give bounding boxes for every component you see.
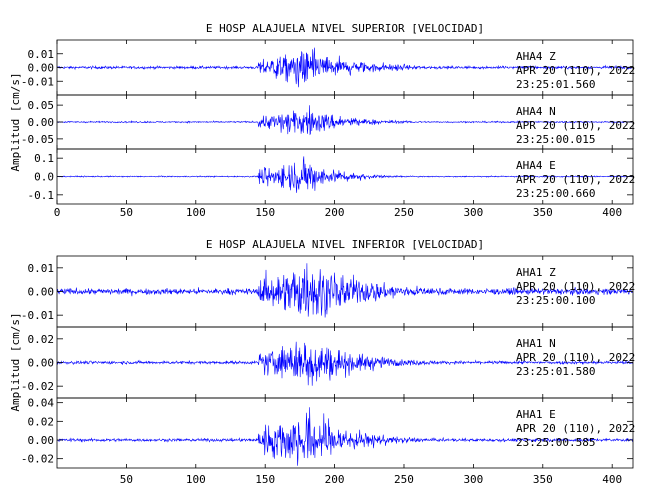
y-tick-label: -0.02	[21, 380, 54, 393]
waveform-trace	[57, 105, 633, 136]
waveform-trace	[57, 341, 633, 386]
x-tick-label: 100	[186, 473, 206, 486]
record-time: 23:25:00.100	[516, 294, 595, 307]
y-axis-label: Amplitud [cm/s]	[9, 72, 22, 171]
chart-group-1: E HOSP ALAJUELA NIVEL SUPERIOR [VELOCIDA…	[9, 22, 635, 219]
record-date: APR 20 (110), 2022	[516, 280, 635, 293]
record-time: 23:25:00.585	[516, 436, 595, 449]
y-tick-label: 0.01	[28, 262, 55, 275]
y-tick-label: 0.1	[34, 152, 54, 165]
x-tick-label: 150	[255, 206, 275, 219]
y-tick-label: 0.00	[28, 116, 55, 129]
x-tick-label: 400	[602, 206, 622, 219]
y-tick-label: -0.05	[21, 133, 54, 146]
panel-frame	[56, 397, 634, 469]
record-date: APR 20 (110), 2022	[516, 351, 635, 364]
record-time: 23:25:01.580	[516, 365, 595, 378]
station-component-label: AHA1 N	[516, 337, 556, 350]
y-tick-label: -0.01	[21, 75, 54, 88]
record-time: 23:25:01.560	[516, 78, 595, 91]
station-component-label: AHA4 E	[516, 159, 556, 172]
x-tick-label: 50	[120, 473, 133, 486]
x-tick-label: 300	[463, 206, 483, 219]
record-date: APR 20 (110), 2022	[516, 422, 635, 435]
chart-title: E HOSP ALAJUELA NIVEL SUPERIOR [VELOCIDA…	[206, 22, 484, 35]
record-time: 23:25:00.015	[516, 133, 595, 146]
y-tick-label: 0.02	[28, 415, 55, 428]
x-tick-label: 0	[54, 206, 61, 219]
waveform-trace	[57, 263, 633, 318]
x-tick-label: 200	[325, 473, 345, 486]
x-tick-label: 100	[186, 206, 206, 219]
x-tick-label: 400	[602, 473, 622, 486]
y-tick-label: 0.02	[28, 333, 55, 346]
station-component-label: AHA4 Z	[516, 50, 556, 63]
x-tick-label: 350	[533, 473, 553, 486]
x-tick-label: 350	[533, 206, 553, 219]
x-tick-label: 300	[463, 473, 483, 486]
waveform-trace	[57, 156, 633, 193]
y-tick-label: 0.00	[28, 62, 55, 75]
record-date: APR 20 (110), 2022	[516, 119, 635, 132]
x-tick-label: 200	[325, 206, 345, 219]
x-tick-label: 50	[120, 206, 133, 219]
x-tick-label: 150	[255, 473, 275, 486]
record-time: 23:25:00.660	[516, 187, 595, 200]
y-tick-label: 0.05	[28, 99, 55, 112]
y-tick-label: 0.0	[34, 171, 54, 184]
waveform-trace	[57, 47, 633, 88]
y-tick-label: -0.01	[21, 309, 54, 322]
y-tick-label: 0.04	[28, 397, 55, 410]
y-tick-label: 0.00	[28, 434, 55, 447]
station-component-label: AHA1 Z	[516, 266, 556, 279]
y-tick-label: 0.01	[28, 48, 55, 61]
y-tick-label: 0.00	[28, 286, 55, 299]
y-axis-label: Amplitud [cm/s]	[9, 312, 22, 411]
chart-title: E HOSP ALAJUELA NIVEL INFERIOR [VELOCIDA…	[206, 238, 484, 251]
record-date: APR 20 (110), 2022	[516, 64, 635, 77]
record-date: APR 20 (110), 2022	[516, 173, 635, 186]
waveform-trace	[57, 407, 633, 466]
y-tick-label: -0.02	[21, 453, 54, 466]
station-component-label: AHA4 N	[516, 105, 556, 118]
x-tick-label: 250	[394, 206, 414, 219]
station-component-label: AHA1 E	[516, 408, 556, 421]
chart-group-2: E HOSP ALAJUELA NIVEL INFERIOR [VELOCIDA…	[9, 238, 635, 486]
y-tick-label: 0.00	[28, 357, 55, 370]
x-tick-label: 250	[394, 473, 414, 486]
y-tick-label: -0.1	[28, 189, 55, 202]
